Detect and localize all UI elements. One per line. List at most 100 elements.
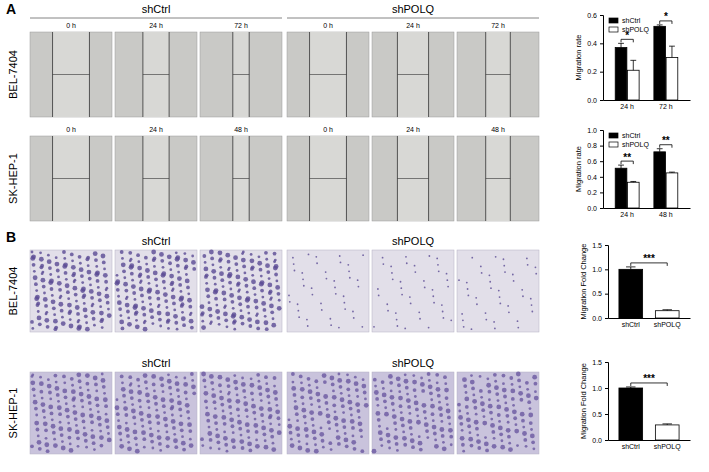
image-frame: [457, 250, 539, 332]
cell: [333, 416, 338, 421]
cell: [242, 251, 245, 254]
cell: [320, 426, 323, 429]
cell: [476, 303, 478, 305]
cell: [55, 386, 60, 391]
cell: [151, 322, 154, 325]
transwell-image: [30, 372, 112, 454]
cell: [247, 442, 252, 447]
timepoint-label: 72 h: [491, 22, 505, 29]
cell: [96, 403, 100, 407]
cell: [362, 378, 365, 381]
cell: [406, 398, 411, 403]
cell: [255, 320, 260, 325]
cell: [492, 444, 497, 449]
axis-line: [604, 100, 691, 101]
cell: [258, 380, 261, 383]
tick-label: 0.0: [592, 437, 602, 444]
cell: [155, 290, 160, 295]
cell: [173, 438, 178, 443]
cell: [129, 389, 134, 394]
cell: [164, 424, 168, 428]
cell: [182, 323, 186, 327]
cell: [466, 417, 471, 422]
image-frame: [30, 32, 112, 117]
cell: [467, 288, 469, 290]
cell: [64, 395, 68, 399]
cell: [393, 421, 397, 425]
cell: [204, 266, 209, 271]
cell: [205, 287, 210, 292]
cell: [314, 443, 317, 446]
cell: [436, 381, 439, 384]
cell: [330, 376, 335, 381]
cell: [61, 321, 66, 326]
cell: [57, 405, 62, 410]
cell: [33, 394, 36, 397]
cell: [439, 427, 444, 432]
cell: [149, 433, 154, 438]
cell: [389, 381, 393, 385]
row-label: SK-HEP-1: [7, 153, 19, 204]
cell: [317, 399, 321, 403]
cell: [530, 428, 533, 431]
cell: [482, 421, 487, 426]
tick-label: 1.5: [592, 242, 602, 249]
figure: AshCtrlshPOLQBEL-74040 h24 h72 h0 h24 h7…: [0, 0, 709, 472]
cell: [38, 322, 42, 326]
cell: [91, 303, 94, 306]
cell: [298, 440, 301, 443]
cell: [102, 261, 106, 265]
cell: [335, 293, 337, 295]
cell: [99, 311, 104, 316]
cell: [490, 287, 492, 289]
cell: [508, 442, 511, 445]
cell: [228, 405, 232, 409]
cell: [489, 281, 491, 283]
image-frame: [200, 136, 282, 221]
transwell-image: [287, 250, 369, 332]
cell: [72, 272, 76, 276]
cell: [428, 327, 430, 329]
cell: [293, 263, 295, 265]
cell: [375, 397, 379, 401]
cell: [499, 432, 503, 436]
cell: [404, 327, 406, 329]
cell: [209, 374, 214, 379]
cell: [272, 442, 275, 445]
cell: [248, 448, 252, 452]
cell: [181, 311, 184, 314]
tick: 0.5: [592, 411, 608, 418]
group-label: shCtrl: [142, 357, 171, 369]
cell: [116, 412, 120, 416]
cell: [187, 422, 192, 427]
cell: [99, 305, 102, 308]
tick-label: 0.5: [592, 411, 602, 418]
cell: [48, 266, 52, 270]
cell: [44, 304, 48, 308]
cell: [185, 273, 188, 276]
cell: [82, 420, 86, 424]
cell: [218, 323, 221, 326]
cell: [498, 420, 501, 423]
cell: [481, 408, 485, 412]
cell: [237, 414, 240, 417]
cell: [270, 296, 273, 299]
cell: [402, 436, 407, 441]
tick: 24 h: [620, 100, 634, 110]
cell: [423, 410, 427, 414]
cell: [221, 291, 226, 296]
cell: [222, 410, 225, 413]
cell: [181, 435, 184, 438]
cell: [104, 280, 108, 284]
cell: [311, 417, 315, 421]
tick: 72 h: [659, 100, 673, 110]
cell: [220, 278, 224, 282]
error-bar: [662, 424, 671, 425]
tick: 0.6: [587, 12, 603, 19]
cell: [480, 266, 482, 268]
cell: [201, 372, 206, 377]
cell: [39, 390, 43, 394]
cell: [153, 389, 156, 392]
tick: 0.0: [592, 315, 608, 322]
cell: [400, 281, 402, 283]
